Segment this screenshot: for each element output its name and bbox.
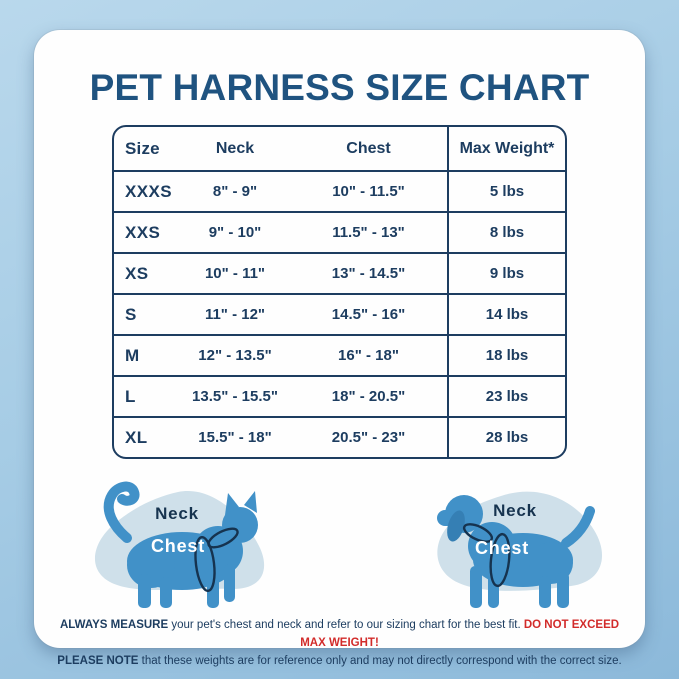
cell-neck: 10" - 11" (204, 265, 266, 282)
measurement-lines (194, 527, 239, 593)
cell-chest: 10" - 11.5" (332, 183, 405, 200)
cell-size: XL (125, 427, 148, 447)
cell-chest: 16" - 18" (338, 347, 399, 364)
footer-line-1-text: your pet's chest and neck and refer to o… (168, 619, 524, 631)
measurement-lines (462, 523, 511, 588)
cat-silhouette (103, 481, 258, 608)
table-row-s: S 11" - 12" 14.5" - 16" 14 lbs (114, 293, 565, 334)
footer-line-2: PLEASE NOTE that these weights are for r… (50, 653, 629, 671)
measurement-illustrations: Neck Chest (34, 472, 645, 610)
cell-max-weight: 14 lbs (447, 295, 565, 334)
cat-neck-label: Neck (155, 504, 199, 523)
dog-chest-label: Chest (475, 538, 529, 558)
cat-measurement-illustration: Neck Chest (64, 472, 309, 610)
cell-neck: 11" - 12" (204, 306, 266, 323)
table-row-l: L 13.5" - 15.5" 18" - 20.5" 23 lbs (114, 375, 565, 416)
header-size: Size (125, 138, 160, 158)
chest-measure-line (194, 535, 216, 593)
footer-line-1: ALWAYS MEASURE your pet's chest and neck… (50, 617, 629, 653)
dog-neck-label: Neck (493, 501, 537, 520)
cell-max-weight: 9 lbs (447, 254, 565, 293)
cat-illustration-svg: Neck Chest (94, 481, 265, 608)
cell-size: XS (125, 263, 149, 283)
cell-max-weight: 8 lbs (447, 213, 565, 252)
cell-size: M (125, 345, 140, 365)
header-neck: Neck (215, 139, 255, 157)
cell-size: L (125, 386, 136, 406)
header-max-weight: Max Weight* (447, 127, 565, 170)
table-header-row: Size Neck Chest Max Weight* (114, 127, 565, 170)
cell-max-weight: 28 lbs (447, 418, 565, 457)
table-row-xs: XS 10" - 11" 13" - 14.5" 9 lbs (114, 252, 565, 293)
cell-size: S (125, 304, 137, 324)
table-row-xl: XL 15.5" - 18" 20.5" - 23" 28 lbs (114, 416, 565, 457)
please-note-label: PLEASE NOTE (57, 654, 139, 667)
cell-size: XXXS (125, 181, 172, 201)
table-row-xxs: XXS 9" - 10" 11.5" - 13" 8 lbs (114, 211, 565, 252)
chest-measure-line (489, 532, 511, 588)
neck-measure-line (462, 523, 494, 543)
cell-neck: 15.5" - 18" (198, 429, 272, 446)
cell-neck: 12" - 13.5" (198, 347, 272, 364)
cell-neck: 8" - 9" (212, 183, 258, 200)
dog-silhouette (437, 495, 595, 608)
cell-chest: 13" - 14.5" (331, 265, 406, 282)
always-measure-label: ALWAYS MEASURE (59, 619, 169, 631)
cell-neck: 9" - 10" (208, 224, 262, 241)
cell-chest: 18" - 20.5" (331, 388, 406, 405)
size-chart-card: PET HARNESS SIZE CHART Size Neck Chest M… (34, 30, 645, 667)
cell-size: XXS (125, 222, 161, 242)
cell-chest: 14.5" - 16" (331, 306, 406, 323)
cell-max-weight: 5 lbs (447, 172, 565, 211)
table-row-xxxs: XXXS 8" - 9" 10" - 11.5" 5 lbs (114, 170, 565, 211)
dog-measurement-illustration: Neck Chest (403, 472, 613, 610)
cell-chest: 20.5" - 23" (331, 429, 406, 446)
page-title: PET HARNESS SIZE CHART (89, 67, 590, 108)
dog-ear (447, 510, 465, 542)
footer-notes: ALWAYS MEASURE your pet's chest and neck… (34, 617, 645, 670)
cell-max-weight: 18 lbs (447, 336, 565, 375)
cell-max-weight: 23 lbs (447, 377, 565, 416)
footer-line-2-text: that these weights are for reference onl… (138, 654, 622, 667)
cat-chest-label: Chest (151, 536, 205, 556)
header-chest: Chest (346, 139, 391, 157)
cell-neck: 13.5" - 15.5" (192, 388, 278, 405)
table-row-m: M 12" - 13.5" 16" - 18" 18 lbs (114, 334, 565, 375)
cell-chest: 11.5" - 13" (332, 224, 405, 241)
size-table: Size Neck Chest Max Weight* XXXS 8" - 9"… (112, 125, 567, 459)
max-weight-warning: DO NOT EXCEED MAX WEIGHT! (300, 619, 620, 649)
dog-illustration-svg: Neck Chest (437, 491, 603, 608)
